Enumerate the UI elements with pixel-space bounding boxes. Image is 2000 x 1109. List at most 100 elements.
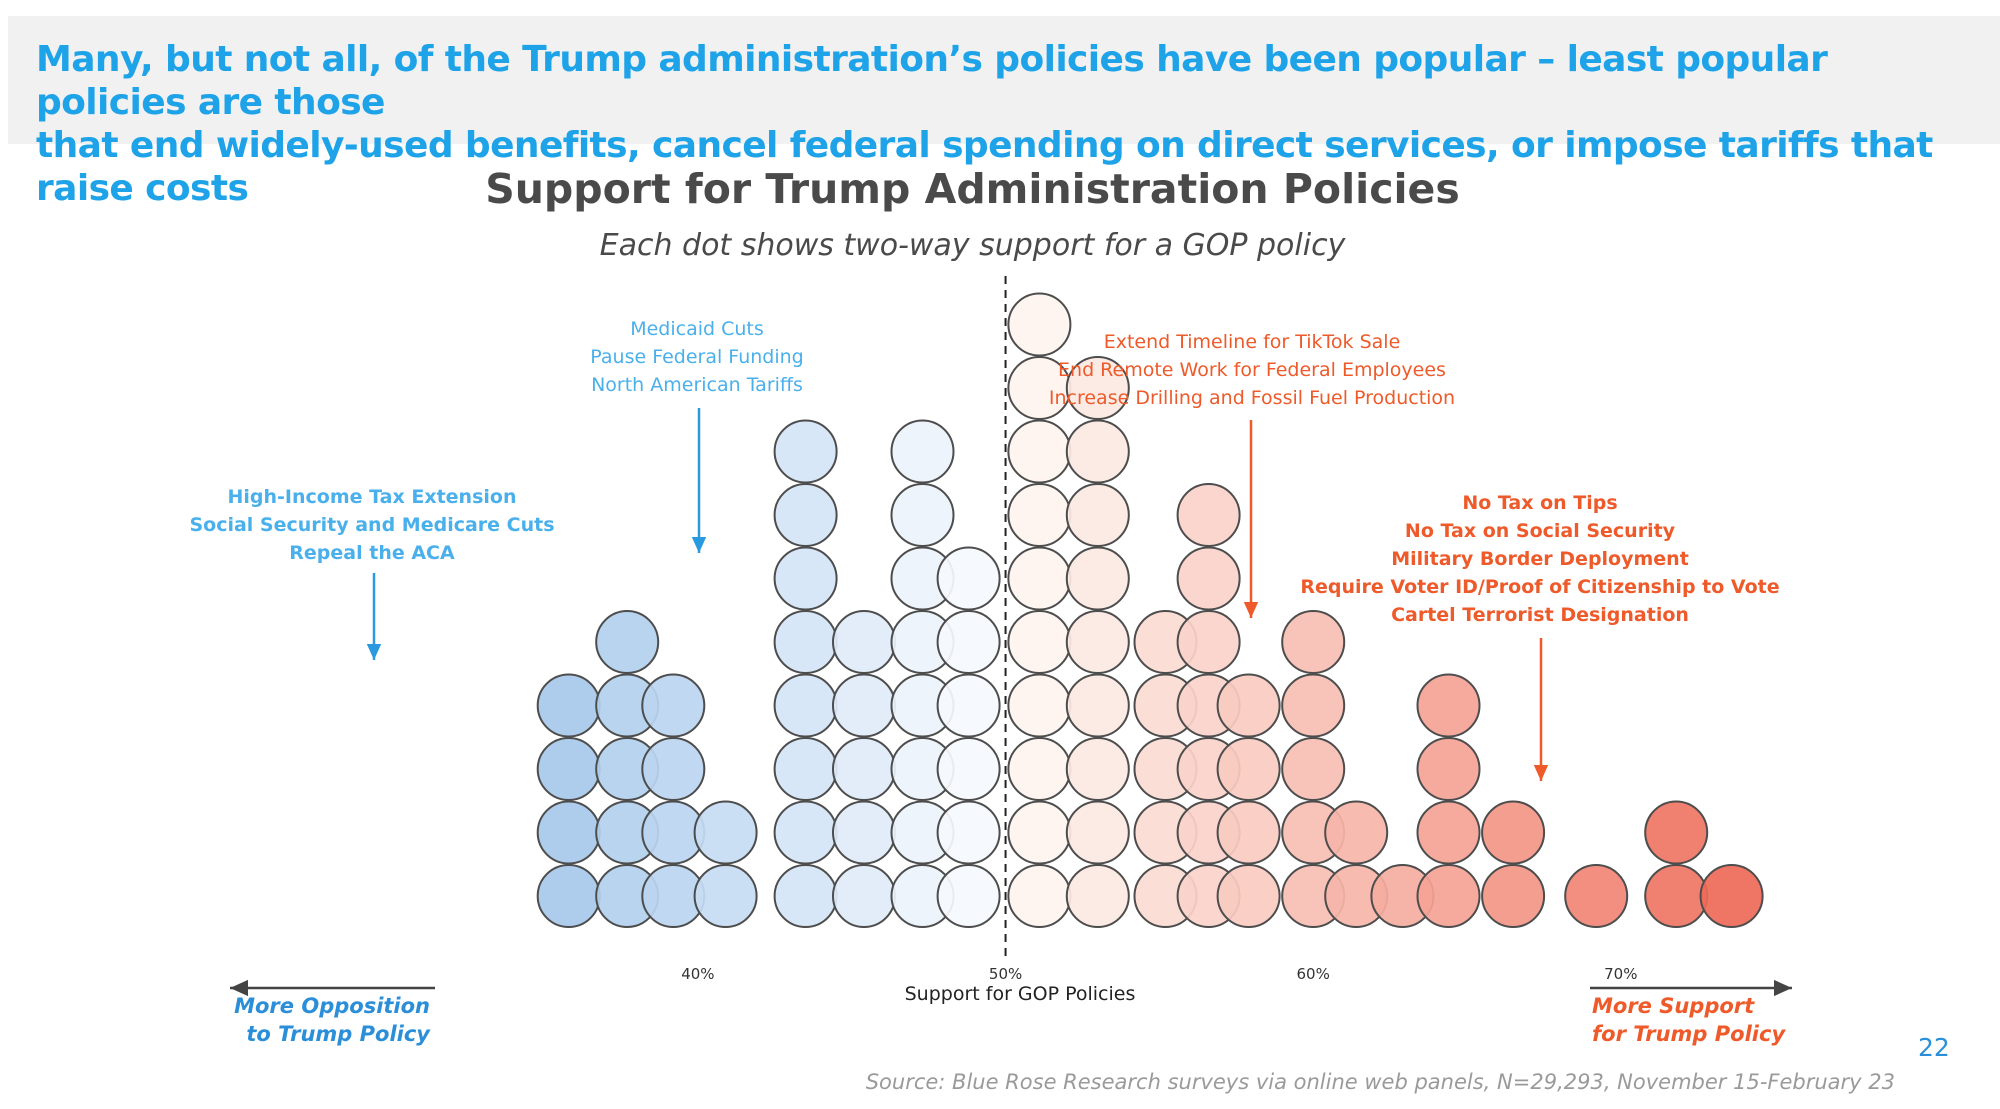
- annotation-left-blue: High-Income Tax Extension Social Securit…: [172, 483, 572, 567]
- policy-dot: [773, 673, 838, 738]
- annotation-text: Extend Timeline for TikTok Sale: [1103, 331, 1401, 353]
- page-number: 22: [1918, 1033, 1950, 1062]
- policy-dot: [1007, 610, 1072, 674]
- annotation-text: Require Voter ID/Proof of Citizenship to…: [1300, 576, 1780, 598]
- annotation-text: No Tax on Tips: [1462, 492, 1618, 514]
- arrow-right-red-head: [1533, 765, 1549, 781]
- policy-dot: [1007, 737, 1072, 801]
- policy-dot: [1007, 800, 1072, 865]
- annotation-text: Cartel Terrorist Designation: [1391, 604, 1689, 626]
- policy-dot: [936, 673, 1001, 738]
- annotation-text: No Tax on Social Security: [1404, 520, 1676, 542]
- axis-layer: 40% 50% 60% 70%: [681, 276, 1637, 983]
- policy-dot: [1416, 737, 1481, 801]
- x-tick-label: 40%: [681, 965, 714, 983]
- annotation-mid-red: Extend Timeline for TikTok Sale End Remo…: [1002, 328, 1502, 412]
- policy-dot: [773, 737, 838, 801]
- annotation-mid-blue: Medicaid Cuts Pause Federal Funding Nort…: [547, 315, 847, 399]
- chart-subtitle: Each dot shows two-way support for a GOP…: [599, 228, 1346, 263]
- policy-dot: [1007, 546, 1072, 611]
- policy-dot: [1007, 419, 1072, 484]
- policy-dot: [1416, 864, 1481, 928]
- policy-dot: [1644, 800, 1709, 865]
- policy-dot: [1216, 864, 1281, 928]
- policy-dot: [1007, 864, 1072, 928]
- source-note: Source: Blue Rose Research surveys via o…: [865, 1070, 1895, 1094]
- policy-dot: [536, 673, 601, 738]
- policy-dot: [1564, 864, 1629, 928]
- policy-dot: [1699, 864, 1764, 928]
- policy-dot: [773, 483, 838, 547]
- policy-dot: [693, 864, 758, 928]
- policy-dot: [936, 610, 1001, 674]
- headline-line-1: Many, but not all, of the Trump administ…: [36, 39, 1828, 123]
- policy-dot: [536, 864, 601, 928]
- policy-dot: [1481, 864, 1546, 928]
- policy-dot: [641, 737, 706, 801]
- headline-banner: Many, but not all, of the Trump administ…: [8, 16, 2000, 209]
- policy-dot: [1324, 800, 1389, 865]
- side-label-line: for Trump Policy: [1592, 1022, 1786, 1046]
- policy-dot: [890, 483, 955, 547]
- side-label-line: More Opposition: [234, 994, 430, 1018]
- arrow-more-support-head: [1774, 979, 1792, 997]
- annotation-text: Social Security and Medicare Cuts: [189, 514, 555, 536]
- policy-dot: [936, 737, 1001, 801]
- chart-title: Support for Trump Administration Policie…: [485, 165, 1460, 213]
- annotation-text: North American Tariffs: [591, 374, 803, 396]
- policy-dot: [936, 546, 1001, 611]
- annotation-text: Pause Federal Funding: [590, 346, 804, 368]
- dots-layer: [536, 292, 1764, 928]
- policy-dot: [1065, 800, 1130, 865]
- policy-dot: [773, 546, 838, 611]
- policy-dot: [1065, 673, 1130, 738]
- arrows-layer: [230, 408, 1792, 997]
- policy-dot: [1216, 800, 1281, 865]
- policy-dot: [1281, 673, 1346, 738]
- policy-dot: [832, 610, 896, 674]
- annotation-text: High-Income Tax Extension: [227, 486, 517, 508]
- policy-dot: [1065, 610, 1130, 674]
- arrow-left-blue-head: [366, 644, 382, 660]
- policy-dot: [1065, 356, 1130, 420]
- arrow-mid-red-head: [1243, 602, 1259, 618]
- policy-dot: [1644, 864, 1709, 928]
- annotation-text: Military Border Deployment: [1391, 548, 1689, 570]
- policy-dot: [641, 673, 706, 738]
- policy-dot: [536, 737, 601, 801]
- side-label-line: More Support: [1592, 994, 1755, 1018]
- policy-dot: [1481, 800, 1546, 865]
- more-opposition-label: More Opposition to Trump Policy: [230, 992, 430, 1048]
- policy-dot: [1007, 483, 1072, 547]
- policy-dot: [595, 610, 660, 674]
- policy-dot: [773, 800, 838, 865]
- x-tick-label: 70%: [1604, 965, 1637, 983]
- policy-dot: [1216, 673, 1281, 738]
- policy-dot: [1176, 610, 1241, 674]
- policy-dot: [1065, 483, 1130, 547]
- policy-dot: [536, 800, 601, 865]
- policy-dot: [773, 610, 838, 674]
- headline-line-2: that end widely-used benefits, cancel fe…: [36, 125, 1933, 209]
- arrow-more-opposition-head: [230, 979, 248, 997]
- policy-dot: [1416, 673, 1481, 738]
- policy-dot: [936, 864, 1001, 928]
- policy-dot: [1007, 292, 1072, 357]
- x-axis-label: Support for GOP Policies: [904, 983, 1136, 1005]
- more-support-label: More Support for Trump Policy: [1592, 992, 1812, 1048]
- policy-dot: [1416, 800, 1481, 865]
- x-tick-label: 60%: [1297, 965, 1330, 983]
- policy-dot: [1216, 737, 1281, 801]
- policy-dot: [832, 737, 896, 801]
- policy-dot: [693, 800, 758, 865]
- annotation-text: Increase Drilling and Fossil Fuel Produc…: [1048, 387, 1456, 409]
- policy-dot: [832, 673, 896, 738]
- policy-dot: [1176, 546, 1241, 611]
- policy-dot: [773, 864, 838, 928]
- policy-dot: [832, 800, 896, 865]
- policy-dot: [1281, 737, 1346, 801]
- policy-dot: [1065, 864, 1130, 928]
- side-label-line: to Trump Policy: [246, 1022, 430, 1046]
- policy-dot: [1065, 419, 1130, 484]
